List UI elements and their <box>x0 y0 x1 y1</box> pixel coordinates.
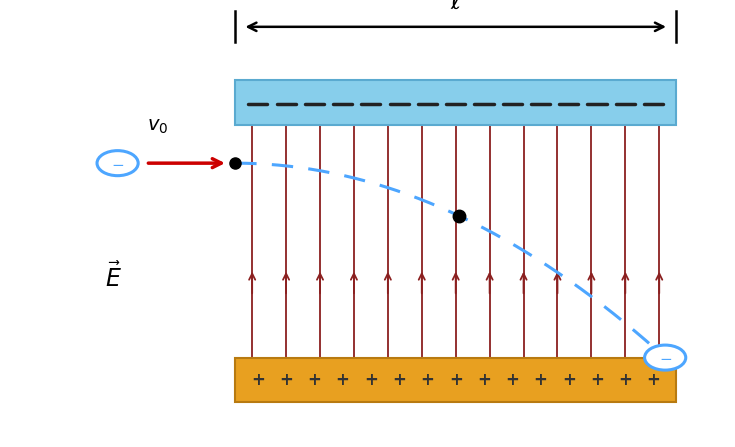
Text: $v_{\rm 0}$: $v_{\rm 0}$ <box>147 117 168 136</box>
Text: +: + <box>336 371 350 389</box>
Circle shape <box>97 151 138 176</box>
Text: $-$: $-$ <box>659 350 672 365</box>
Text: +: + <box>449 371 462 389</box>
Text: +: + <box>251 371 265 389</box>
Text: $-$: $-$ <box>111 156 124 171</box>
Text: +: + <box>364 371 378 389</box>
Bar <box>235 80 676 125</box>
Text: +: + <box>477 371 491 389</box>
Text: +: + <box>647 371 661 389</box>
Text: +: + <box>618 371 632 389</box>
Text: +: + <box>279 371 293 389</box>
Text: +: + <box>590 371 604 389</box>
Text: +: + <box>392 371 406 389</box>
Circle shape <box>645 345 686 370</box>
Text: +: + <box>505 371 519 389</box>
Text: +: + <box>534 371 548 389</box>
Text: +: + <box>562 371 576 389</box>
Bar <box>235 358 676 402</box>
Text: $\vec{E}$: $\vec{E}$ <box>106 262 122 292</box>
Text: +: + <box>307 371 321 389</box>
Text: $\ell$: $\ell$ <box>450 0 462 13</box>
Text: +: + <box>420 371 434 389</box>
